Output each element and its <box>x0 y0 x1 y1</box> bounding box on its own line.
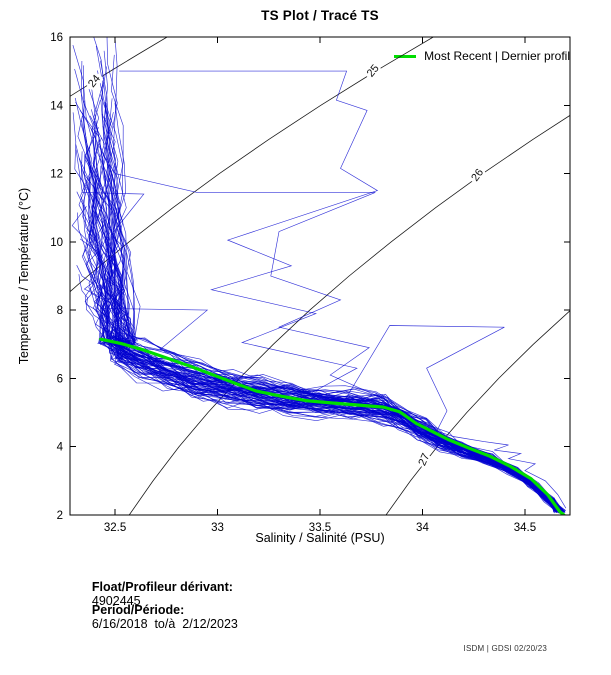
y-tick-label: 6 <box>57 373 63 385</box>
x-tick-label: 33.5 <box>309 522 331 534</box>
period-value: 6/16/2018 to/à 2/12/2023 <box>91 617 238 631</box>
profile-line <box>76 265 564 513</box>
profile-line <box>91 86 558 512</box>
profile-line <box>90 109 562 511</box>
profile-line <box>106 275 560 514</box>
contour-label-25: 25 <box>365 62 382 79</box>
y-tick-label: 12 <box>50 169 63 181</box>
profile-line <box>95 46 559 511</box>
profile-line <box>104 280 560 512</box>
profile-line <box>82 65 557 511</box>
profile-line <box>78 274 567 511</box>
profile-line <box>80 60 560 511</box>
axes-frame-group <box>69 36 571 516</box>
profile-line <box>100 60 555 512</box>
profile-line <box>112 102 557 512</box>
watermark: ISDM | GDSI 02/20/23 <box>463 644 547 653</box>
density-contour-27 <box>385 310 570 515</box>
profile-line <box>98 193 557 513</box>
profile-line <box>113 37 556 512</box>
density-contour-26 <box>128 114 570 515</box>
profile-line-outlier <box>102 125 554 506</box>
x-tick-label: 34.5 <box>514 522 536 534</box>
x-tick-label: 33 <box>211 522 224 534</box>
legend-label: Most Recent | Dernier profil <box>424 49 570 63</box>
profile-line <box>104 102 555 511</box>
profile-line <box>100 66 561 513</box>
profile-line <box>72 45 566 513</box>
y-axis-label: Temperature / Température (°C) <box>17 187 31 365</box>
profile-line <box>100 94 561 514</box>
y-tick-label: 2 <box>57 510 63 522</box>
y-tick-label: 8 <box>57 305 63 317</box>
density-contour-24 <box>70 37 168 97</box>
profile-line <box>72 112 555 511</box>
contour-label-24: 24 <box>86 73 103 90</box>
profile-line <box>111 54 557 513</box>
legend: Most Recent | Dernier profil <box>394 48 570 64</box>
profile-line-outlier <box>401 412 567 509</box>
profile-line <box>105 103 562 511</box>
period-line: Period/Période: 6/16/2018 to/à 2/12/2023 <box>78 589 238 645</box>
profile-ensemble-group <box>71 37 567 515</box>
profile-line <box>94 131 557 514</box>
recent-profile-group <box>99 337 566 515</box>
profile-line <box>103 270 560 512</box>
float-value: 4902445 <box>91 594 141 608</box>
float-label: Float/Profileur dérivant: <box>91 580 233 594</box>
x-tick-label: 32.5 <box>104 522 126 534</box>
profile-line <box>103 50 560 512</box>
density-contour-group <box>70 37 570 515</box>
y-tick-label: 14 <box>50 100 63 112</box>
chart-title: TS Plot / Tracé TS <box>261 8 379 23</box>
legend-line-swatch <box>394 54 417 58</box>
profile-line-outlier <box>119 70 558 512</box>
contour-label-27: 27 <box>416 452 432 468</box>
profile-line <box>81 120 562 512</box>
profile-line <box>106 37 556 513</box>
y-tick-label: 16 <box>50 32 63 44</box>
profile-line <box>80 146 563 513</box>
recent-profile-line <box>99 337 566 515</box>
x-tick-label: 34 <box>416 522 429 534</box>
profile-line <box>105 104 561 512</box>
profile-line <box>74 68 561 515</box>
period-label: Period/Période: <box>91 603 185 617</box>
profile-line <box>108 98 563 514</box>
profile-line <box>87 88 565 513</box>
profile-line <box>79 110 565 513</box>
x-axis-label: Salinity / Salinité (PSU) <box>255 531 385 545</box>
y-tick-label: 4 <box>57 442 64 454</box>
y-tick-label: 10 <box>50 237 63 249</box>
profile-line <box>74 97 561 512</box>
profile-line <box>79 238 555 514</box>
profile-line <box>93 37 565 511</box>
profile-line-outlier <box>90 275 563 515</box>
float-id-line: Float/Profileur dérivant: 4902445 <box>78 566 236 622</box>
